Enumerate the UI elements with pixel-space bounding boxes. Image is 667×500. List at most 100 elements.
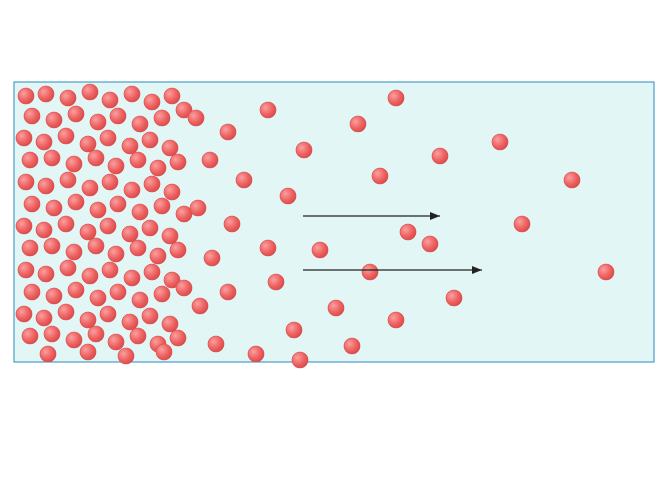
particle	[142, 132, 158, 148]
particle	[68, 106, 84, 122]
particle	[110, 284, 126, 300]
particle	[132, 204, 148, 220]
particle	[80, 136, 96, 152]
particle	[38, 86, 54, 102]
particle	[144, 264, 160, 280]
particle	[46, 200, 62, 216]
particle	[388, 90, 404, 106]
particle	[170, 154, 186, 170]
particle	[142, 308, 158, 324]
particle	[108, 334, 124, 350]
particle	[280, 188, 296, 204]
particle	[110, 196, 126, 212]
particle	[132, 292, 148, 308]
particle	[328, 300, 344, 316]
particle	[248, 346, 264, 362]
particle	[164, 184, 180, 200]
particle	[176, 280, 192, 296]
particle	[122, 226, 138, 242]
particle	[122, 138, 138, 154]
particle	[204, 250, 220, 266]
particle	[564, 172, 580, 188]
particle	[38, 178, 54, 194]
particle	[362, 264, 378, 280]
particle	[260, 240, 276, 256]
particle	[132, 116, 148, 132]
particle	[16, 218, 32, 234]
particle	[102, 174, 118, 190]
particle	[422, 236, 438, 252]
particle	[44, 326, 60, 342]
particle	[60, 172, 76, 188]
particle	[90, 114, 106, 130]
particle	[68, 282, 84, 298]
particle	[350, 116, 366, 132]
particle	[36, 222, 52, 238]
diagram-svg	[0, 0, 667, 500]
particle	[90, 202, 106, 218]
particle	[66, 244, 82, 260]
particle	[88, 150, 104, 166]
particle	[102, 92, 118, 108]
particle	[82, 84, 98, 100]
particle	[236, 172, 252, 188]
particle	[176, 206, 192, 222]
particle	[344, 338, 360, 354]
particle	[124, 182, 140, 198]
particle	[68, 194, 84, 210]
particle	[432, 148, 448, 164]
particle	[110, 108, 126, 124]
diffusion-diagram	[0, 0, 667, 500]
particle	[44, 238, 60, 254]
particle	[24, 284, 40, 300]
particle	[164, 88, 180, 104]
particle	[190, 200, 206, 216]
particle	[44, 150, 60, 166]
particle	[118, 348, 134, 364]
particle	[58, 128, 74, 144]
particle	[192, 298, 208, 314]
particle	[156, 344, 172, 360]
particle	[46, 112, 62, 128]
particle	[154, 110, 170, 126]
particle	[16, 130, 32, 146]
particle	[220, 124, 236, 140]
particle	[66, 156, 82, 172]
particle	[122, 314, 138, 330]
particle	[296, 142, 312, 158]
particle	[208, 336, 224, 352]
particle	[170, 242, 186, 258]
particle	[124, 270, 140, 286]
particle	[268, 274, 284, 290]
particle	[130, 152, 146, 168]
particle	[144, 94, 160, 110]
particle	[224, 216, 240, 232]
particle	[18, 88, 34, 104]
particle	[80, 344, 96, 360]
particle	[82, 180, 98, 196]
particle	[446, 290, 462, 306]
particle	[80, 224, 96, 240]
particle	[130, 328, 146, 344]
particle	[100, 218, 116, 234]
particle	[162, 316, 178, 332]
particle	[22, 328, 38, 344]
particle	[286, 322, 302, 338]
particle	[144, 176, 160, 192]
particle	[598, 264, 614, 280]
particle	[220, 284, 236, 300]
particle	[22, 152, 38, 168]
particle	[40, 346, 56, 362]
particle	[90, 290, 106, 306]
particle	[88, 326, 104, 342]
particle	[162, 140, 178, 156]
particle	[36, 134, 52, 150]
particle	[142, 220, 158, 236]
particle	[38, 266, 54, 282]
particle	[58, 304, 74, 320]
particle	[108, 158, 124, 174]
particle	[88, 238, 104, 254]
particle	[18, 262, 34, 278]
particle	[124, 86, 140, 102]
particle	[16, 306, 32, 322]
